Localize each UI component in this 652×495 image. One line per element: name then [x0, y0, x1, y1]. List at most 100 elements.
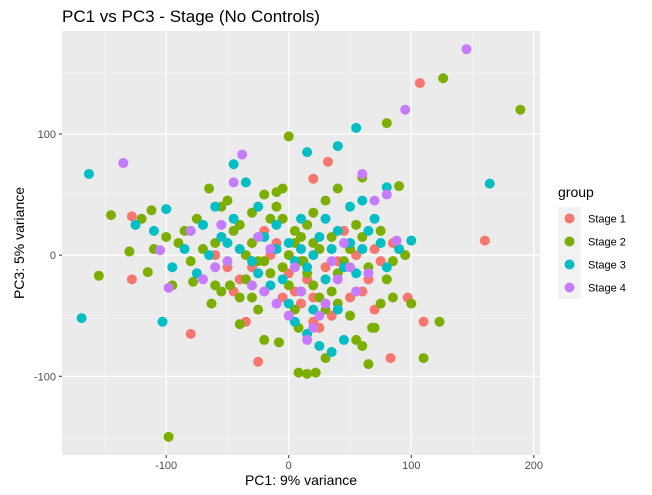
- data-point-stage-4: [326, 256, 337, 267]
- data-point-stage-4: [302, 334, 313, 345]
- data-point-stage-1: [253, 356, 264, 367]
- data-point-stage-1: [345, 292, 356, 303]
- data-point-stage-4: [357, 168, 368, 179]
- data-point-stage-3: [210, 201, 221, 212]
- data-point-stage-4: [163, 282, 174, 293]
- data-point-stage-2: [246, 238, 257, 248]
- data-point-stage-3: [484, 178, 495, 189]
- data-point-stage-2: [332, 183, 343, 194]
- data-point-stage-1: [296, 298, 306, 309]
- data-point-stage-1: [308, 173, 319, 184]
- data-point-stage-2: [191, 213, 202, 224]
- data-point-stage-2: [259, 189, 270, 200]
- data-point-stage-4: [271, 298, 282, 309]
- x-axis-ticks: -100 0 100 200: [155, 455, 543, 472]
- y-axis-ticks: -100 0 100: [34, 129, 62, 383]
- data-point-stage-1: [369, 244, 380, 255]
- x-tick-label: 0: [286, 460, 292, 472]
- data-point-stage-2: [216, 286, 227, 297]
- data-point-stage-3: [381, 182, 392, 193]
- data-point-stage-2: [434, 316, 445, 327]
- data-point-stage-4: [345, 262, 356, 273]
- data-point-stage-3: [351, 122, 362, 133]
- data-point-stage-2: [283, 280, 294, 291]
- data-point-stage-3: [302, 262, 313, 273]
- data-point-stage-3: [240, 177, 251, 188]
- data-point-stage-3: [345, 201, 356, 212]
- data-point-stage-1: [418, 316, 429, 327]
- data-point-stage-1: [126, 274, 137, 285]
- data-point-stage-3: [222, 238, 233, 248]
- data-point-stage-2: [438, 73, 449, 84]
- legend-label-stage-2: Stage 2: [588, 237, 626, 249]
- data-point-stage-3: [332, 304, 343, 315]
- data-point-stage-3: [326, 244, 337, 255]
- data-point-stage-2: [381, 274, 392, 285]
- data-point-stage-2: [146, 205, 157, 216]
- data-point-stage-3: [228, 159, 239, 170]
- data-point-stage-1: [414, 78, 425, 89]
- data-point-stage-2: [210, 238, 221, 248]
- data-point-stage-2: [289, 225, 300, 236]
- data-point-stage-3: [326, 347, 337, 358]
- data-point-stage-2: [351, 219, 362, 230]
- data-point-stage-3: [76, 313, 87, 324]
- data-point-stage-3: [253, 201, 264, 212]
- data-point-stage-2: [375, 298, 386, 309]
- data-point-stage-2: [136, 213, 147, 224]
- data-point-stage-3: [332, 141, 343, 152]
- data-point-stage-4: [391, 235, 402, 246]
- data-point-stage-4: [246, 280, 257, 291]
- legend: group Stage 1 Stage 2 Stage 3 Stage 4: [558, 184, 626, 299]
- data-point-stage-3: [320, 274, 331, 285]
- data-point-stage-3: [375, 238, 386, 248]
- data-point-stage-2: [277, 262, 288, 273]
- data-point-stage-2: [283, 250, 294, 261]
- data-point-stage-2: [240, 274, 251, 285]
- data-point-stage-2: [106, 210, 117, 221]
- data-point-stage-1: [322, 156, 333, 167]
- data-point-stage-3: [234, 244, 245, 255]
- data-point-stage-2: [222, 195, 233, 206]
- data-point-stage-1: [283, 268, 294, 279]
- data-point-stage-3: [246, 256, 257, 267]
- data-point-stage-2: [234, 319, 245, 330]
- data-point-stage-4: [289, 262, 300, 273]
- data-point-stage-4: [363, 268, 374, 279]
- data-point-stage-2: [314, 292, 325, 303]
- data-point-stage-3: [283, 298, 294, 309]
- data-point-stage-2: [197, 244, 208, 255]
- data-point-stage-2: [228, 225, 239, 236]
- data-point-stage-1: [320, 262, 331, 273]
- data-point-stage-2: [163, 431, 174, 442]
- data-point-stage-3: [161, 204, 172, 215]
- legend-key-stage-1: [564, 213, 575, 224]
- data-point-stage-3: [228, 213, 239, 224]
- data-point-stage-3: [406, 235, 417, 246]
- data-point-stage-3: [179, 244, 190, 255]
- x-tick-label: 200: [525, 460, 543, 472]
- data-point-stage-1: [126, 211, 137, 222]
- data-point-stage-4: [381, 189, 392, 200]
- data-point-stage-3: [314, 340, 325, 351]
- data-point-stage-2: [271, 187, 282, 198]
- data-point-stage-2: [161, 231, 172, 242]
- data-point-stage-3: [197, 219, 208, 230]
- y-tick-label: 0: [50, 250, 56, 262]
- data-point-stage-3: [302, 147, 313, 158]
- data-point-stage-3: [167, 262, 178, 273]
- data-point-stage-2: [142, 267, 153, 278]
- data-point-stage-2: [326, 286, 337, 297]
- data-point-stage-4: [185, 225, 196, 236]
- data-point-stage-2: [277, 213, 288, 224]
- data-point-stage-2: [204, 183, 215, 194]
- data-point-stage-1: [385, 353, 396, 364]
- data-point-stage-2: [308, 280, 319, 291]
- data-point-stage-4: [155, 245, 166, 256]
- data-point-stage-4: [222, 256, 233, 267]
- data-point-stage-1: [369, 304, 380, 315]
- data-point-stage-2: [320, 353, 331, 364]
- data-point-stage-1: [479, 235, 490, 246]
- data-point-stage-1: [185, 328, 196, 339]
- plot-panel: [62, 31, 540, 455]
